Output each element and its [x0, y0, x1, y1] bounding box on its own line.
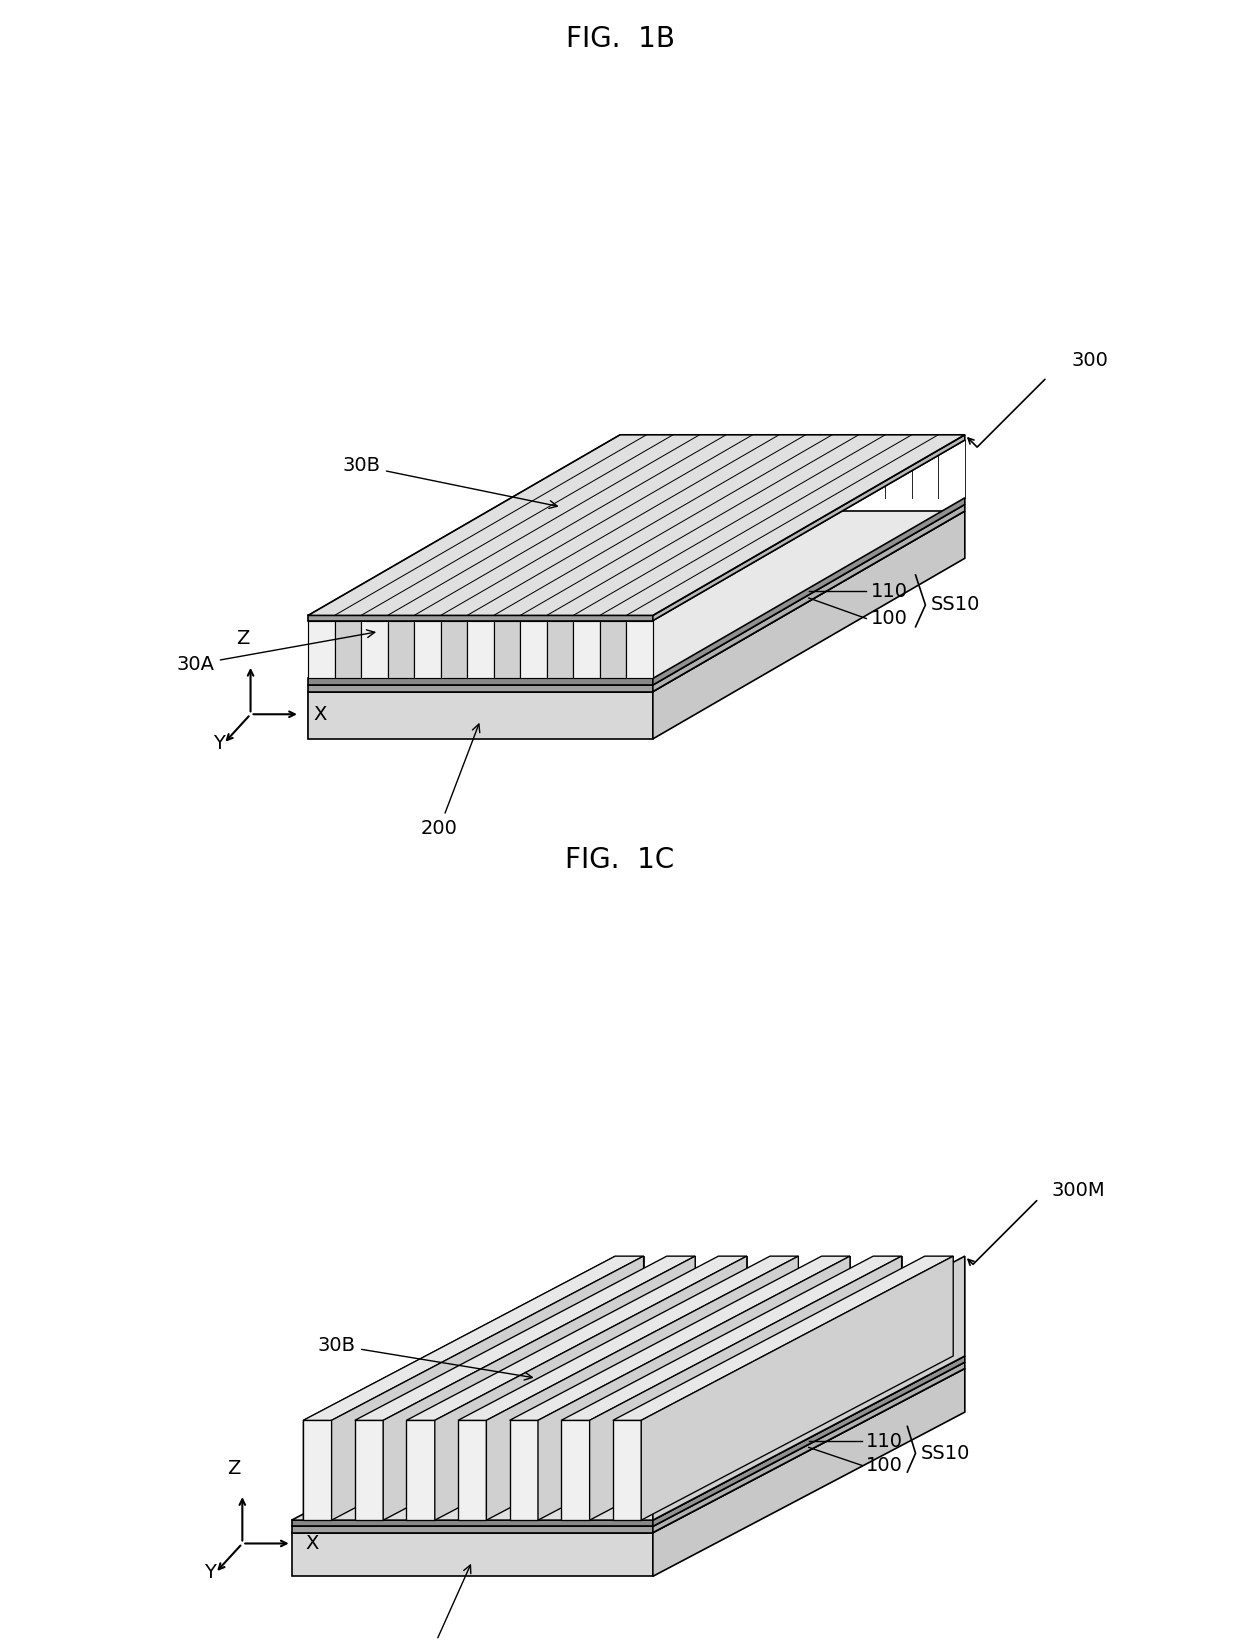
Text: X: X: [314, 704, 327, 724]
Polygon shape: [652, 1356, 965, 1527]
Text: Y: Y: [212, 734, 224, 752]
Polygon shape: [573, 621, 600, 678]
Text: 30B: 30B: [317, 1337, 532, 1379]
Polygon shape: [652, 1368, 965, 1576]
Polygon shape: [521, 621, 547, 678]
Text: Y: Y: [205, 1563, 216, 1581]
Text: 110: 110: [867, 1432, 903, 1450]
Polygon shape: [355, 1420, 383, 1520]
Polygon shape: [562, 1256, 901, 1420]
Polygon shape: [291, 1532, 652, 1576]
Text: 100: 100: [867, 1456, 903, 1475]
Polygon shape: [304, 1420, 331, 1520]
Polygon shape: [308, 621, 335, 678]
Polygon shape: [308, 435, 965, 616]
Text: 300M: 300M: [1052, 1181, 1105, 1200]
Polygon shape: [467, 621, 494, 678]
Polygon shape: [414, 621, 440, 678]
Polygon shape: [458, 1256, 799, 1420]
Polygon shape: [414, 440, 753, 621]
Polygon shape: [652, 1363, 965, 1532]
Polygon shape: [494, 621, 521, 678]
Polygon shape: [641, 1256, 954, 1520]
Polygon shape: [440, 621, 467, 678]
Polygon shape: [873, 1256, 901, 1356]
Text: 30A: 30A: [177, 631, 374, 673]
Polygon shape: [521, 440, 859, 621]
Polygon shape: [308, 678, 652, 685]
Text: FIG.  1C: FIG. 1C: [565, 846, 675, 874]
Polygon shape: [308, 511, 965, 691]
Polygon shape: [335, 621, 361, 678]
Polygon shape: [615, 1256, 644, 1356]
Polygon shape: [613, 1256, 954, 1420]
Polygon shape: [291, 1527, 652, 1532]
Polygon shape: [308, 691, 652, 739]
Polygon shape: [600, 440, 939, 621]
Polygon shape: [440, 440, 779, 621]
Polygon shape: [626, 621, 652, 678]
Polygon shape: [770, 1256, 799, 1356]
Polygon shape: [547, 440, 885, 621]
Polygon shape: [486, 1256, 799, 1520]
Polygon shape: [308, 511, 620, 739]
Polygon shape: [510, 1420, 538, 1520]
Polygon shape: [590, 1256, 901, 1520]
Polygon shape: [361, 440, 699, 621]
Polygon shape: [291, 1368, 965, 1532]
Text: FIG.  1B: FIG. 1B: [565, 25, 675, 53]
Text: SS10: SS10: [920, 1443, 970, 1463]
Polygon shape: [600, 621, 626, 678]
Polygon shape: [435, 1256, 746, 1520]
Polygon shape: [335, 440, 673, 621]
Polygon shape: [407, 1256, 746, 1420]
Text: Z: Z: [236, 629, 249, 649]
Polygon shape: [652, 498, 965, 685]
Text: 200: 200: [413, 1565, 471, 1642]
Polygon shape: [308, 616, 652, 621]
Polygon shape: [925, 1256, 954, 1356]
Polygon shape: [304, 1256, 615, 1520]
Polygon shape: [383, 1256, 696, 1520]
Polygon shape: [304, 1256, 644, 1420]
Polygon shape: [494, 440, 832, 621]
Polygon shape: [510, 1256, 849, 1420]
Polygon shape: [822, 1256, 849, 1356]
Polygon shape: [667, 1256, 696, 1356]
Polygon shape: [308, 440, 646, 621]
Polygon shape: [291, 1520, 652, 1527]
Polygon shape: [573, 440, 911, 621]
Polygon shape: [388, 621, 414, 678]
Text: 30B: 30B: [343, 456, 557, 509]
Polygon shape: [538, 1256, 849, 1520]
Polygon shape: [458, 1420, 486, 1520]
Polygon shape: [562, 1420, 590, 1520]
Polygon shape: [652, 1256, 965, 1520]
Text: X: X: [305, 1534, 319, 1553]
Polygon shape: [652, 504, 965, 691]
Polygon shape: [626, 440, 965, 621]
Text: 300: 300: [1071, 351, 1109, 371]
Polygon shape: [308, 685, 652, 691]
Text: SS10: SS10: [930, 596, 980, 614]
Polygon shape: [718, 1256, 746, 1356]
Polygon shape: [355, 1256, 696, 1420]
Polygon shape: [388, 440, 727, 621]
Text: 200: 200: [420, 724, 480, 837]
Polygon shape: [467, 440, 806, 621]
Polygon shape: [291, 1356, 965, 1520]
Polygon shape: [407, 1420, 435, 1520]
Text: 100: 100: [870, 609, 908, 627]
Polygon shape: [613, 1420, 641, 1520]
Polygon shape: [547, 621, 573, 678]
Text: Z: Z: [227, 1458, 241, 1478]
Polygon shape: [652, 511, 965, 739]
Polygon shape: [361, 621, 388, 678]
Polygon shape: [331, 1256, 644, 1520]
Polygon shape: [652, 435, 965, 621]
Text: 110: 110: [870, 581, 908, 601]
